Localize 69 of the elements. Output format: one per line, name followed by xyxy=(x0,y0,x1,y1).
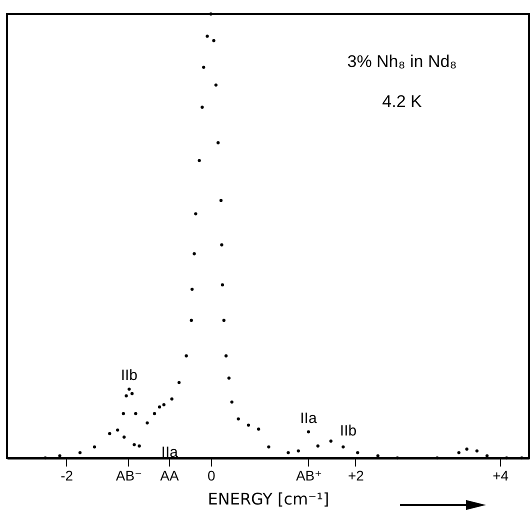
annotation: IIa xyxy=(300,410,318,427)
point xyxy=(198,158,201,162)
x-axis-title: ENERGY [cm⁻¹] xyxy=(208,490,330,508)
point xyxy=(122,436,126,439)
point xyxy=(122,412,125,416)
point xyxy=(184,354,188,358)
point xyxy=(194,212,198,216)
point xyxy=(214,83,218,87)
point xyxy=(130,392,134,396)
x-tick-label: +2 xyxy=(348,468,364,484)
point xyxy=(230,400,234,404)
x-tick-label: +4 xyxy=(492,468,509,484)
point xyxy=(306,430,310,434)
point xyxy=(170,397,174,401)
point xyxy=(485,454,489,458)
point xyxy=(220,243,224,246)
x-tick-label: AB⁻ xyxy=(116,468,142,484)
point xyxy=(257,428,260,431)
point xyxy=(286,451,290,454)
point xyxy=(152,412,156,416)
annotation: 3% Nh₈ in Nd₈ xyxy=(347,52,457,71)
point xyxy=(158,405,162,409)
point xyxy=(457,451,460,454)
x-tick-label: AB⁺ xyxy=(296,468,322,484)
point xyxy=(224,354,228,358)
point xyxy=(128,388,131,391)
point xyxy=(192,252,196,256)
point xyxy=(220,283,224,286)
point xyxy=(132,443,136,446)
point xyxy=(108,432,112,436)
annotation: 4.2 K xyxy=(382,92,423,111)
point xyxy=(58,454,62,458)
point xyxy=(206,34,209,38)
point xyxy=(177,380,181,384)
x-tick-label: -2 xyxy=(60,468,74,484)
point xyxy=(190,318,193,322)
point xyxy=(202,66,206,69)
point xyxy=(92,445,96,448)
point xyxy=(329,440,332,443)
point xyxy=(475,449,479,452)
point xyxy=(236,417,240,421)
annotation: IIb xyxy=(120,367,138,384)
point xyxy=(200,106,204,109)
point xyxy=(376,454,380,458)
point xyxy=(227,376,231,380)
annotation: IIb xyxy=(340,422,357,440)
point xyxy=(342,445,345,448)
annotation: IIa xyxy=(161,444,179,462)
point xyxy=(162,403,166,406)
point xyxy=(146,421,149,424)
point xyxy=(116,428,120,432)
point xyxy=(296,449,300,452)
point xyxy=(356,451,360,454)
point xyxy=(219,198,223,202)
point xyxy=(134,412,138,416)
point xyxy=(212,39,216,42)
x-tick-label: AA xyxy=(160,468,180,484)
point xyxy=(246,424,250,427)
point xyxy=(78,451,82,454)
point xyxy=(138,444,141,448)
point xyxy=(267,445,270,448)
point xyxy=(209,12,212,16)
x-tick-label: 0 xyxy=(207,468,216,484)
point xyxy=(190,288,194,291)
point xyxy=(316,444,320,448)
point xyxy=(124,394,128,398)
point xyxy=(216,141,220,144)
point xyxy=(222,318,226,322)
point xyxy=(465,448,468,451)
